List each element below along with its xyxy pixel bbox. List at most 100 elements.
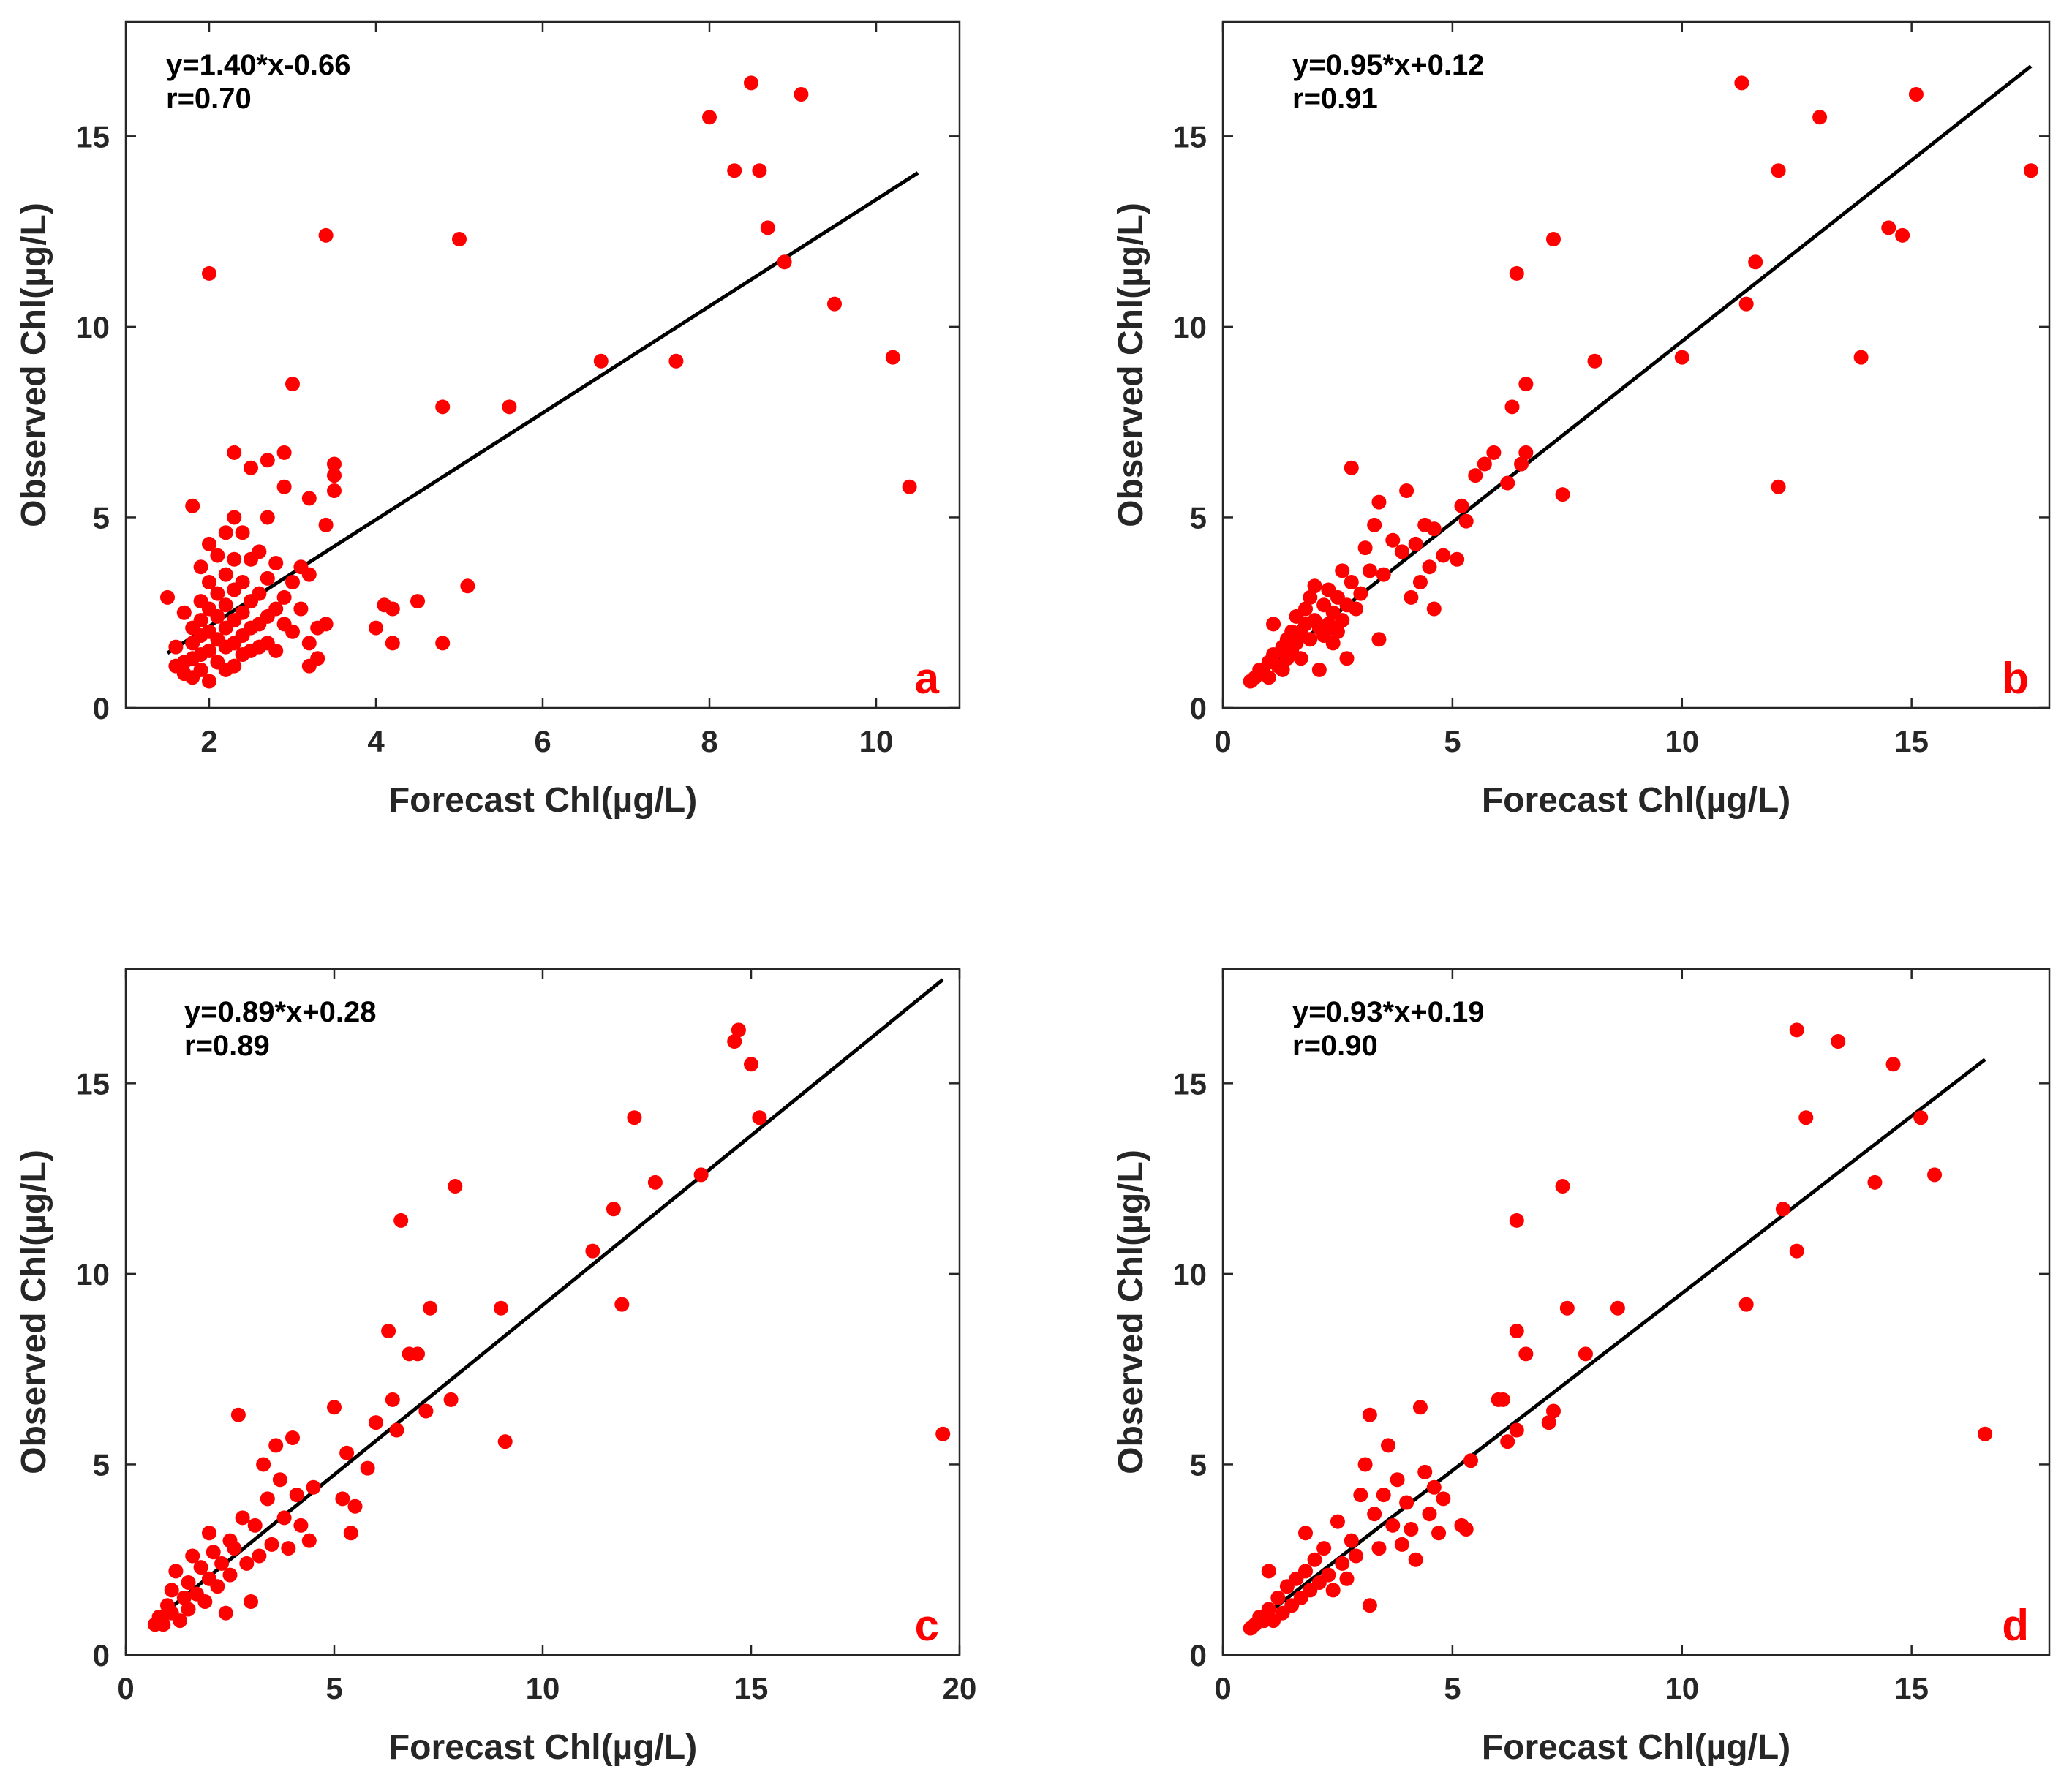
- panel-d-point: [1831, 1034, 1846, 1049]
- panel-b: 0 5 10 15 0 5 10 15 y=0.95*x+0.12 r=0.91 b For…: [1112, 20, 2051, 820]
- panel-c-r-value: r=0.89: [184, 1030, 270, 1062]
- panel-a-ytick-label: 15: [75, 119, 110, 154]
- panel-b-ytick-label: 5: [1190, 500, 1207, 535]
- panel-a-point: [252, 544, 267, 559]
- panel-a-point: [668, 353, 684, 369]
- panel-b-xlabel: Forecast Chl(µg/L): [1482, 781, 1790, 820]
- panel-b-point: [1486, 445, 1502, 460]
- panel-b-point: [1908, 87, 1924, 102]
- panel-c-point: [256, 1457, 271, 1472]
- panel-b-point: [1293, 651, 1308, 666]
- panel-a-point: [827, 296, 842, 312]
- panel-b-point: [1303, 632, 1318, 647]
- panel-a-point: [227, 658, 242, 674]
- panel-d-point: [1362, 1407, 1377, 1422]
- panel-a-yticks: 0 5 10 15: [75, 119, 110, 725]
- panel-a-equation: y=1.40*x-0.66: [166, 49, 350, 81]
- panel-a-point: [176, 605, 192, 620]
- panel-b-point: [1376, 567, 1391, 582]
- panel-c-point: [193, 1560, 208, 1575]
- panel-b-point: [1261, 670, 1276, 685]
- panel-c-points: [147, 1022, 951, 1632]
- panel-a-point: [885, 350, 900, 365]
- panel-d-point: [1381, 1438, 1395, 1453]
- panel-a-point: [210, 608, 225, 624]
- panel-d-label: d: [2002, 1601, 2029, 1650]
- panel-a-r-value: r=0.70: [166, 83, 252, 115]
- panel-c-point: [222, 1567, 238, 1583]
- panel-b-point: [1477, 456, 1492, 472]
- panel-d-point: [1458, 1522, 1474, 1537]
- panel-b-yticks: 0 5 10 15: [1172, 119, 1207, 725]
- panel-a-xlabel: Forecast Chl(µg/L): [388, 781, 697, 820]
- panel-d-equation: y=0.93*x+0.19: [1292, 996, 1484, 1028]
- panel-c-point: [627, 1110, 642, 1125]
- panel-c-point: [360, 1460, 375, 1476]
- panel-b-point: [1371, 632, 1387, 647]
- panel-d-point: [1339, 1571, 1355, 1586]
- panel-a-label: a: [915, 654, 940, 703]
- panel-a-point: [293, 601, 309, 617]
- panel-d-xlabel: Forecast Chl(µg/L): [1482, 1728, 1790, 1767]
- panel-d-point: [1509, 1213, 1524, 1228]
- panel-a-point: [185, 498, 200, 513]
- panel-b-equation: y=0.95*x+0.12: [1292, 49, 1484, 81]
- panel-b-point: [1514, 456, 1529, 472]
- panel-b-point: [1895, 227, 1910, 243]
- panel-c-point: [285, 1430, 300, 1445]
- panel-b-point: [1674, 350, 1689, 365]
- panel-a-ytick-label: 5: [93, 500, 110, 535]
- panel-c-point: [260, 1491, 275, 1507]
- panel-b-point: [1335, 613, 1350, 628]
- panel-d-point: [1404, 1522, 1419, 1537]
- panel-c-point: [281, 1541, 296, 1556]
- panel-d-point: [1390, 1472, 1405, 1488]
- panel-b-point: [1500, 475, 1515, 491]
- panel-a-point: [202, 265, 216, 281]
- panel-a-xtick-label: 10: [859, 724, 894, 758]
- panel-b-point: [1881, 220, 1896, 235]
- panel-b-label: b: [2002, 654, 2029, 703]
- panel-c-point: [301, 1533, 317, 1548]
- panel-c-point: [369, 1415, 383, 1430]
- panel-b-point: [1339, 651, 1355, 666]
- panel-a-ylabel: Observed Chl(µg/L): [15, 203, 53, 527]
- panel-d-point: [1261, 1564, 1276, 1579]
- panel-d-ylabel: Observed Chl(µg/L): [1112, 1150, 1150, 1474]
- panel-d-point: [1321, 1567, 1336, 1583]
- panel-a-point: [327, 468, 342, 483]
- panel-a-point: [168, 639, 184, 655]
- panel-b-point: [1362, 563, 1377, 578]
- panel-d-point: [1412, 1400, 1428, 1415]
- panel-a-point: [268, 555, 284, 570]
- panel-a-point: [202, 575, 216, 590]
- panel-d-frame: [1221, 968, 2051, 1656]
- panel-a-point: [260, 453, 275, 468]
- panel-b-points: [1243, 75, 2038, 689]
- panel-d-point: [1495, 1392, 1510, 1407]
- panel-a-point: [752, 163, 767, 178]
- panel-d-point: [1376, 1488, 1391, 1503]
- panel-b-point: [1546, 232, 1561, 247]
- panel-c-point: [176, 1590, 192, 1605]
- panel-a-point: [460, 578, 475, 594]
- panel-c-label: c: [915, 1601, 939, 1650]
- panel-a-point: [452, 232, 467, 247]
- panel-c-point: [264, 1537, 279, 1552]
- panel-b-point: [1587, 353, 1602, 369]
- panel-a-point: [285, 624, 300, 639]
- panel-c-point: [347, 1498, 363, 1514]
- panel-c-point: [164, 1583, 179, 1598]
- panel-d-point: [1738, 1297, 1754, 1312]
- panel-c-point: [185, 1548, 200, 1564]
- panel-c-point: [252, 1548, 267, 1564]
- panel-c-point: [206, 1545, 221, 1560]
- panel-a-point: [276, 445, 292, 460]
- panel-d-point: [1330, 1514, 1345, 1529]
- panel-a-frame: [124, 20, 961, 709]
- panel-c-point: [239, 1556, 255, 1571]
- panel-c-point: [339, 1445, 355, 1460]
- panel-a-point: [385, 601, 400, 617]
- panel-b-point: [1408, 536, 1423, 551]
